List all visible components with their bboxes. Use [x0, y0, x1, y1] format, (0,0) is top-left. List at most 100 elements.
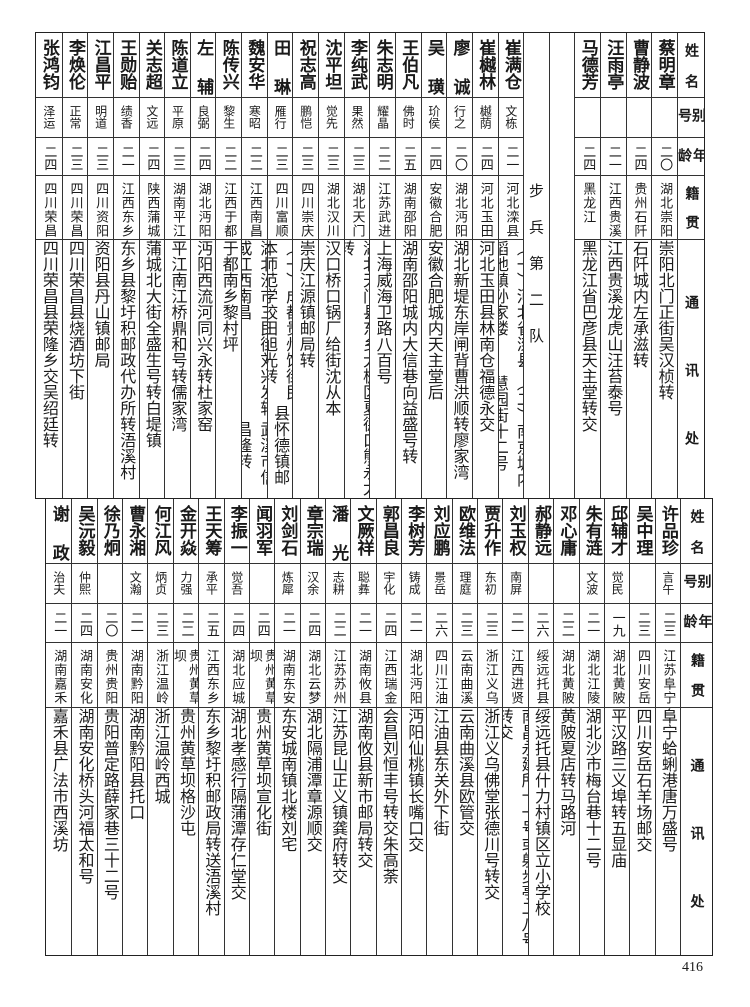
alias-cell [249, 564, 275, 604]
age-cell: 二六 [427, 604, 452, 643]
name-cell: 邱辅才 [604, 499, 630, 564]
age-cell: 二四 [72, 604, 97, 643]
name-cell: 邓心庸 [554, 499, 579, 564]
address-line: 东乡黎圩积邮政局转送浯溪村 [202, 708, 222, 916]
address-line: 湖北隔浦潭章源顺交 [303, 708, 323, 852]
person-alias: 良弼 [196, 105, 211, 129]
address-line: 崇阳北门正街吴汉桢转 [655, 240, 675, 400]
address-cell: 东乡黎圩积邮政局转送浯溪村 [199, 708, 223, 957]
person-native: 江西贵溪 [605, 182, 621, 238]
alias-cell: 觉吾 [224, 564, 249, 604]
person-native: 湖北沔阳 [452, 182, 468, 238]
address-line: 贵州黄草坝宣化街 [253, 708, 273, 836]
person-age: 二四 [381, 611, 397, 637]
person-alias: 铸成 [407, 571, 422, 595]
person-column: 曹静波 二四 贵州石阡 石阡城内左承滋转 [625, 33, 652, 498]
person-age: 二四 [426, 145, 442, 171]
address-line: 湖北沙市三民街刘兴发转或江西南昌 [242, 240, 267, 416]
alias-cell: 承平 [199, 564, 224, 604]
person-native: 湖南黔阳 [127, 649, 143, 705]
person-column: 贾升作 东初 二三 浙江义乌 浙江义乌佛堂张德川号转交 [477, 499, 503, 957]
alias-cell: 觉先 [319, 98, 344, 138]
person-age: 二五 [400, 145, 416, 171]
header-address-cell: 通讯处 [678, 240, 704, 500]
header-column: 姓名 别号 年龄 籍贯 通讯处 [680, 499, 712, 955]
address-line: 东安城南镇北楼刘宅 [278, 708, 298, 852]
native-cell: 安徽合肥 [421, 176, 447, 240]
address-line: 沔阳西流河同兴永转杜家窑 [194, 240, 214, 432]
name-cell: 许品珍 [655, 499, 680, 564]
address-cell: 浙江义乌佛堂张德川号转交 [478, 708, 502, 957]
age-cell: 二四 [376, 604, 402, 643]
alias-cell: 铸成 [402, 564, 427, 604]
person-age: 二一 [406, 611, 422, 637]
address-cell: 四川荣昌县荣隆乡交吴绍廷转 [36, 240, 62, 500]
person-age: 二〇 [452, 145, 468, 171]
address-cell: 平江南江桥鼎和号转儒家湾 [165, 240, 190, 500]
address-cell: 贵阳普定路薛家巷三十二号 [98, 708, 122, 957]
alias-cell: 志耕 [325, 564, 351, 604]
name-cell: 王伯凡 [395, 33, 421, 98]
address-line: 于都南乡黎村坪 [219, 240, 239, 352]
person-name: 祝志高 [295, 39, 316, 90]
native-cell: 湖南邵阳 [395, 176, 421, 240]
age-cell: 二四 [249, 604, 275, 643]
header-age-label: 年龄 [678, 147, 704, 162]
person-column: 金开焱 力强 二二 贵州黄草坝 贵州黄草坝格沙屯 [172, 499, 199, 957]
native-cell: 四川崇庆 [293, 176, 319, 240]
person-native: 黑龙江 [580, 182, 596, 224]
age-cell: 二一 [113, 138, 139, 176]
address-cell: （一）河北省滦县稻地镇孙家楼 （二）南京城内慧园街十二号 [499, 240, 524, 500]
person-alias: 玠侯 [426, 105, 441, 129]
person-column: 蔡明章 二〇 湖北崇阳 崇阳北门正街吴汉桢转 [651, 33, 677, 498]
person-name: 王天筹 [201, 505, 222, 556]
person-native: 安徽合肥 [426, 182, 442, 238]
person-alias: 平原 [170, 105, 185, 129]
person-alias: 东初 [483, 571, 498, 595]
address-line: 汉口桥口锅厂给街沈从本 [322, 240, 342, 416]
person-age: 二三 [298, 145, 314, 171]
person-name: 谢政 [48, 505, 69, 561]
age-cell: 一九 [604, 604, 630, 643]
person-age: 二五 [203, 611, 219, 637]
address-line: 崇庆江源镇邮局转 [296, 240, 316, 368]
alias-cell: 寒昭 [242, 98, 267, 138]
alias-cell: 东初 [478, 564, 503, 604]
alias-cell: 力强 [173, 564, 199, 604]
name-cell: 吴沅毅 [72, 499, 97, 564]
alias-cell: 宇化 [376, 564, 402, 604]
person-alias: 明道 [93, 105, 108, 129]
age-cell: 二三 [62, 138, 88, 176]
person-alias: 鹏恺 [298, 105, 313, 129]
age-cell: 二三 [452, 604, 478, 643]
person-age: 二一 [279, 611, 295, 637]
alias-cell [652, 98, 677, 138]
age-cell: 二五 [395, 138, 421, 176]
native-cell: 云南曲溪 [452, 643, 478, 708]
address-line: 东乡县黎圩积邮政代办所转浯溪村 [117, 240, 137, 480]
person-name: 廖诚 [449, 39, 470, 95]
age-cell: 二一 [402, 604, 427, 643]
person-native: 浙江温岭 [153, 649, 169, 705]
address-cell: 绥远托县什力村镇区立小学校 [529, 708, 553, 957]
person-age: 二三 [93, 145, 109, 171]
person-age: 二四 [77, 611, 93, 637]
person-alias: 行之 [452, 105, 467, 129]
address-line: 湖南邵阳城内大信巷向益盛号转 [399, 240, 419, 464]
address-cell: 蒲城北大街全盛生号转白堤镇 [140, 240, 165, 500]
alias-cell: 玠侯 [421, 98, 447, 138]
person-age: 二三 [349, 145, 365, 171]
person-age: 二一 [508, 611, 524, 637]
native-cell: 江苏苏州 [325, 643, 351, 708]
person-age: 二三 [660, 611, 676, 637]
person-column: 郭昌良 宇化 二四 江西瑞金 会昌刘恒丰号转交朱高荼 [375, 499, 402, 955]
person-column: 关志超 文远 二四 陕西蒲城 蒲城北大街全盛生号转白堤镇 [138, 33, 165, 500]
address-cell: 贵州黄草坝格沙屯 [174, 708, 198, 957]
address-cell: 上海威海卫路八百号 [370, 240, 395, 500]
native-cell: 河北滦县 [498, 176, 524, 240]
name-cell: 蔡明章 [652, 33, 677, 98]
address-cell: 资阳县丹山镇邮局 [88, 240, 113, 500]
address-cell: 黄陂夏店转马路河 [554, 708, 578, 957]
section-label-text: 步兵第二队 [526, 183, 545, 343]
person-age: 二二 [221, 145, 237, 171]
